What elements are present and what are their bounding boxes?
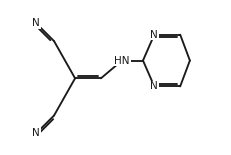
Text: HN: HN [114, 55, 130, 66]
Text: N: N [32, 128, 40, 138]
Text: N: N [150, 30, 158, 40]
Text: N: N [32, 18, 40, 28]
Text: N: N [150, 81, 158, 91]
